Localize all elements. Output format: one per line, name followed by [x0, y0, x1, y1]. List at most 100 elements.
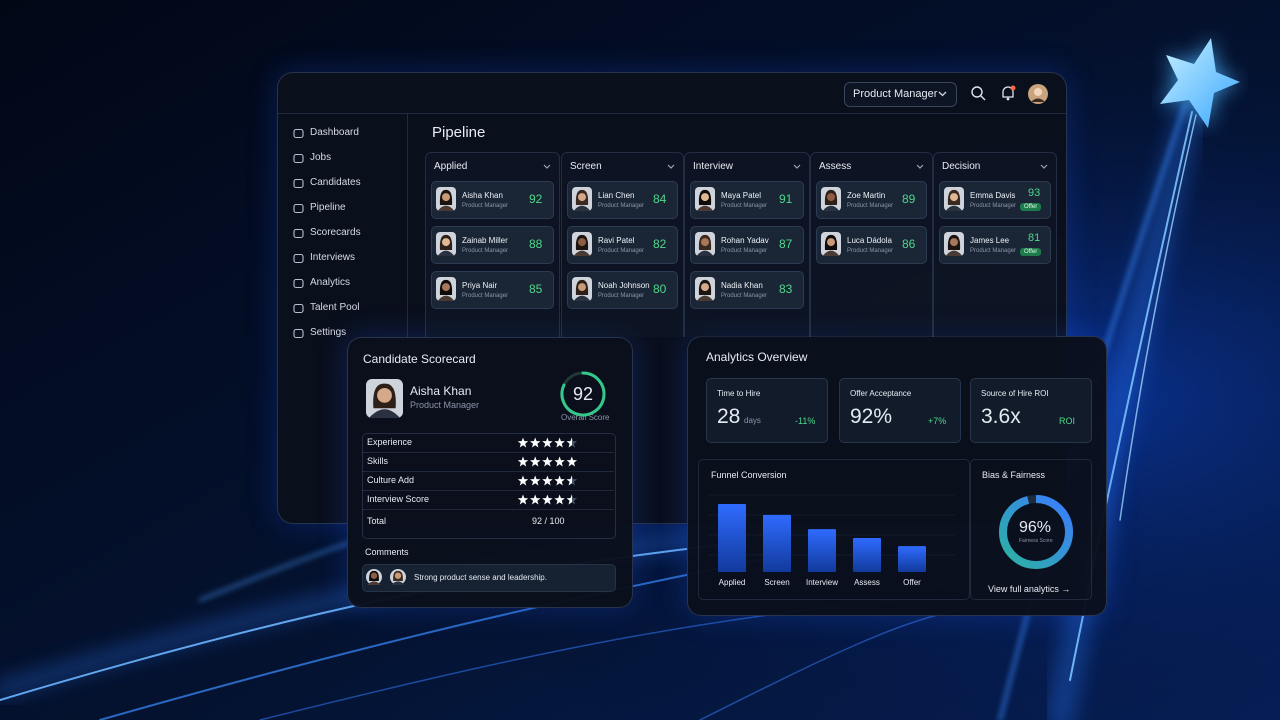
candidate-name: Luca Dádola — [847, 236, 892, 245]
avatar — [944, 232, 964, 256]
star — [566, 475, 578, 486]
avatar-face — [950, 238, 958, 247]
funnel-bar — [898, 546, 926, 572]
nav-item[interactable]: Settings — [310, 327, 347, 338]
avatar — [695, 232, 715, 256]
avatar-body — [437, 250, 455, 256]
column-chevron — [1040, 164, 1048, 169]
nav-icon — [293, 253, 304, 264]
stars — [517, 437, 578, 448]
candidate-role: Product Manager — [847, 248, 894, 254]
avatar-body — [696, 205, 714, 211]
stars — [517, 475, 578, 486]
chevron — [793, 164, 801, 169]
avatar-face — [394, 572, 402, 579]
avatar — [821, 232, 841, 256]
nav-item[interactable]: Scorecards — [310, 227, 361, 238]
candidate-role: Product Manager — [847, 203, 894, 209]
star — [529, 494, 541, 505]
avatar — [572, 187, 592, 211]
candidate-score: 88 — [529, 237, 543, 251]
avatar-face — [442, 238, 450, 247]
row-divider — [362, 509, 614, 510]
avatar-body — [945, 205, 963, 211]
analytics-title: Analytics Overview — [706, 350, 808, 364]
star — [529, 437, 541, 448]
star — [542, 494, 553, 505]
star — [566, 456, 578, 467]
nav-item[interactable]: Pipeline — [310, 202, 346, 213]
nav-item[interactable]: Jobs — [310, 152, 332, 163]
candidate-role: Product Manager — [598, 248, 645, 254]
notification-icon[interactable] — [1000, 85, 1016, 101]
score-ring — [560, 371, 606, 417]
total-value: 92 / 100 — [532, 516, 565, 526]
ring-arc — [560, 371, 606, 417]
avatar-face — [827, 193, 835, 202]
avatar-face — [578, 238, 586, 247]
scorecard-title: Candidate Scorecard — [363, 352, 476, 366]
candidate-role: Product Manager — [598, 293, 645, 299]
candidate-score: 87 — [779, 237, 793, 251]
nav-item[interactable]: Dashboard — [310, 127, 359, 138]
nav-item[interactable]: Analytics — [310, 277, 351, 288]
funnel-panel — [698, 459, 970, 600]
chevron — [938, 91, 947, 97]
star — [566, 437, 578, 448]
star-rating — [517, 456, 578, 467]
kpi-change: +7% — [928, 416, 947, 426]
candidate-role: Product Manager — [721, 293, 768, 299]
total-label: Total — [367, 516, 387, 526]
avatar-body — [368, 409, 401, 418]
nav-icon-shape — [293, 153, 304, 164]
candidate-score: 86 — [902, 237, 916, 251]
nav-icon — [293, 178, 304, 189]
funnel-chart — [708, 494, 955, 572]
funnel-bar — [763, 514, 791, 572]
avatar — [572, 232, 592, 256]
nav-item[interactable]: Talent Pool — [310, 302, 360, 313]
criterion-label: Culture Add — [367, 475, 415, 485]
avatar-body — [573, 250, 591, 256]
star — [529, 475, 541, 486]
avatar-body — [822, 250, 840, 256]
candidate-score: 92 — [529, 192, 543, 206]
avatar — [821, 187, 841, 211]
candidate-score: 84 — [653, 192, 667, 206]
star — [554, 475, 565, 486]
candidate-score: 81 — [1028, 232, 1041, 244]
nav-item[interactable]: Candidates — [310, 177, 361, 188]
analytics-link[interactable]: View full analytics → — [988, 584, 1071, 594]
avatar-body — [437, 205, 455, 211]
funnel-bar — [718, 504, 746, 572]
star — [529, 456, 541, 467]
user-avatar[interactable] — [1028, 84, 1048, 104]
nav-icon — [293, 153, 304, 164]
kpi-value: 92% — [850, 405, 893, 428]
nav-item[interactable]: Interviews — [310, 252, 356, 263]
avatar-body — [391, 581, 405, 585]
funnel-label: Applied — [718, 578, 746, 587]
candidate-name: Zoe Martin — [847, 191, 886, 200]
column-chevron — [543, 164, 551, 169]
search-icon[interactable] — [971, 86, 986, 101]
offer-badge: Offer — [1020, 248, 1042, 256]
comment-text: Strong product sense and leadership. — [414, 573, 547, 582]
avatar-face — [701, 283, 709, 292]
avatar — [572, 277, 592, 301]
row-divider — [362, 452, 614, 453]
star — [542, 456, 553, 467]
avatar-body — [367, 581, 381, 585]
avatar-body — [696, 250, 714, 256]
candidate-name: Priya Nair — [462, 281, 498, 290]
funnel-label: Screen — [764, 578, 790, 587]
header-divider — [278, 113, 1066, 114]
candidate-name: Maya Patel — [721, 191, 762, 200]
candidate-name: Lian Chen — [598, 191, 635, 200]
avatar-face — [377, 387, 392, 403]
role-select[interactable]: Product Manager — [844, 82, 957, 107]
nav-icon — [293, 203, 304, 214]
avatar-face — [701, 238, 709, 247]
avatar-body — [696, 295, 714, 301]
